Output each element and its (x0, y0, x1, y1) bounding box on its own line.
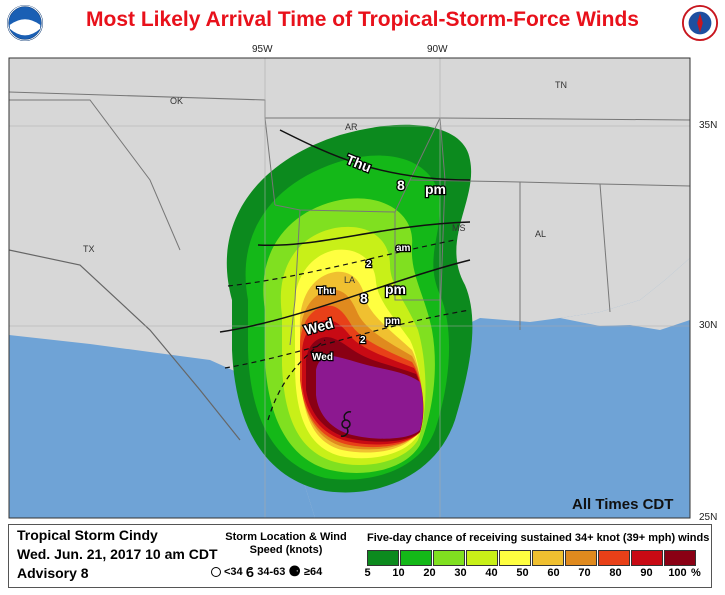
probability-swatch (400, 550, 432, 566)
state-label: LA (344, 275, 356, 285)
latitude-label: 25N (699, 512, 718, 523)
probability-level-label: 100 (668, 567, 687, 579)
label-wed-8pm-hour: 8 (360, 290, 368, 306)
probability-level-label: 90 (640, 567, 653, 579)
advisory-number: Advisory 8 (17, 565, 89, 581)
legend-item: <34 (224, 565, 243, 578)
state-label: OK (170, 96, 184, 106)
percent-unit: % (691, 567, 701, 579)
probability-swatch (565, 550, 597, 566)
page-title: Most Likely Arrival Time of Tropical-Sto… (86, 8, 639, 31)
storm-name: Tropical Storm Cindy (17, 527, 158, 543)
tropical-storm-icon (340, 411, 352, 437)
tropical-storm-icon: ϐ (245, 563, 255, 580)
legend-panel: Tropical Storm Cindy Wed. Jun. 21, 2017 … (8, 524, 712, 588)
legend-item: 34-63 (257, 565, 286, 578)
time-zone-note: All Times CDT (572, 496, 674, 513)
probability-swatch (367, 550, 399, 566)
state-label: TX (83, 244, 95, 254)
hurricane-icon: ⚈ (288, 563, 301, 579)
location-legend: <34 ϐ 34-63 ⚈ ≥64 (211, 563, 322, 580)
label-thu-8pm-hour: 8 (397, 177, 405, 193)
location-legend-title: Storm Location & Wind Speed (knots) (225, 531, 347, 556)
probability-swatch (631, 550, 663, 566)
label-thu-8pm-ampm: pm (425, 181, 446, 197)
probability-level-label: 10 (392, 567, 405, 579)
probability-level-label: 30 (454, 567, 467, 579)
latitude-label: 30N (699, 320, 718, 331)
probability-swatch (532, 550, 564, 566)
label-wed-2pm-ampm: pm (385, 316, 400, 327)
label-thu-2am-day: Thu (317, 286, 335, 297)
label-thu-2am-ampm: am (396, 243, 411, 254)
probability-level-label: 50 (516, 567, 529, 579)
probability-level-label: 20 (423, 567, 436, 579)
probability-labels: 5 10 20 30 40 50 60 70 80 90 100 (364, 567, 693, 579)
legend-item: ≥64 (303, 565, 323, 578)
noaa-logo-icon (6, 4, 44, 42)
probability-swatch (499, 550, 531, 566)
label-wed-2pm-hour: 2 (360, 335, 366, 346)
label-wed-2pm-day: Wed (312, 352, 333, 363)
probability-level-label: 40 (485, 567, 498, 579)
nws-logo-icon (681, 4, 719, 42)
state-label: AL (535, 229, 547, 239)
probability-level-label: 60 (547, 567, 560, 579)
label-wed-8pm-ampm: pm (385, 281, 406, 297)
probability-color-scale (367, 550, 697, 566)
issue-time: Wed. Jun. 21, 2017 10 am CDT (17, 546, 218, 562)
probability-swatch (598, 550, 630, 566)
probability-level-label: 70 (578, 567, 591, 579)
label-thu-2am-hour: 2 (366, 259, 372, 270)
state-label: MS (452, 223, 466, 233)
state-label: TN (555, 80, 567, 90)
depression-icon (211, 566, 221, 577)
longitude-label: 95W (252, 44, 273, 55)
probability-level-label: 80 (609, 567, 622, 579)
longitude-label: 90W (427, 44, 448, 55)
probability-level-label: 5 (364, 567, 371, 579)
probability-legend-title: Five-day chance of receiving sustained 3… (367, 532, 710, 544)
latitude-label: 35N (699, 120, 718, 131)
state-label: AR (345, 122, 358, 132)
probability-swatch (664, 550, 696, 566)
probability-swatch (433, 550, 465, 566)
probability-swatch (466, 550, 498, 566)
